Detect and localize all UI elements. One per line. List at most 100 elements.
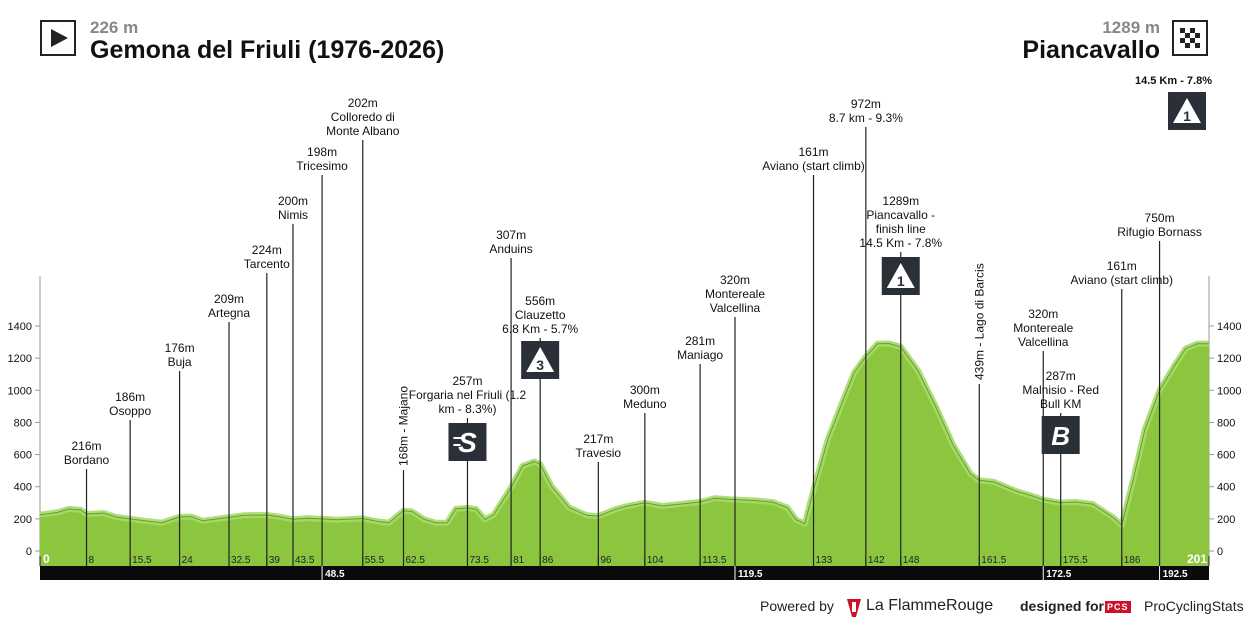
- secondary-tick-label: 172.5: [1046, 569, 1071, 580]
- distance-tick-label: 142: [868, 555, 885, 566]
- flammerouge-logo-icon: [847, 599, 861, 617]
- y-tick-label-left: 800: [14, 417, 32, 429]
- waypoint-label: 281m: [685, 334, 715, 348]
- climb-marker-S: [448, 423, 487, 461]
- distance-tick-label: 24: [182, 555, 194, 566]
- y-tick-label-left: 1200: [8, 353, 32, 365]
- waypoint-label: Valcellina: [710, 301, 761, 315]
- distance-tick-label: 86: [542, 555, 554, 566]
- waypoint-label: Malnisio - Red: [1022, 383, 1099, 397]
- waypoint-label: Buja: [168, 355, 192, 369]
- waypoint-label: Valcellina: [1018, 335, 1069, 349]
- start-flag-icon: [40, 20, 76, 56]
- distance-tick-label: 161.5: [981, 555, 1006, 566]
- footer-brand-lfr: La FlammeRouge: [866, 597, 993, 615]
- distance-bar: [40, 566, 1209, 580]
- waypoint-label: Forgaria nel Friuli (1.2: [409, 388, 527, 402]
- distance-tick-label: 0: [43, 552, 50, 566]
- waypoint-label: Clauzetto: [515, 308, 566, 322]
- powered-by-label: Powered by: [760, 598, 834, 614]
- waypoint-label: 972m: [851, 97, 881, 111]
- waypoint-label: Tricesimo: [296, 159, 348, 173]
- y-tick-label-right: 1000: [1217, 385, 1241, 397]
- waypoint-label: 750m: [1145, 211, 1175, 225]
- start-name: Gemona del Friuli (1976-2026): [90, 36, 445, 64]
- distance-tick-label: 96: [600, 555, 612, 566]
- waypoint-label: 200m: [278, 194, 308, 208]
- distance-tick-label: 55.5: [365, 555, 385, 566]
- waypoint-label: 176m: [165, 341, 195, 355]
- finish-name: Piancavallo: [1022, 36, 1160, 64]
- sprint-marker-icon: S: [458, 427, 477, 458]
- waypoint-label: 320m: [720, 273, 750, 287]
- waypoint-label: 202m: [348, 96, 378, 110]
- brand-pcs-text: ProCyclingStats: [1144, 598, 1244, 614]
- distance-tick-label: 43.5: [295, 555, 315, 566]
- waypoint-label: finish line: [876, 222, 926, 236]
- distance-tick-label: 186: [1124, 555, 1141, 566]
- waypoint-label: 186m: [115, 390, 145, 404]
- distance-tick-label: 148: [903, 555, 920, 566]
- y-tick-label-right: 1400: [1217, 321, 1241, 333]
- mountain-triangle-icon: [886, 263, 915, 288]
- profile-highlight: [39, 340, 1210, 529]
- waypoint-label: Maniago: [677, 348, 723, 362]
- brand-lfr-text: La FlammeRouge: [866, 597, 994, 614]
- mountain-triangle-icon: [526, 347, 555, 372]
- profile-area: [40, 343, 1209, 566]
- waypoint-label: 209m: [214, 292, 244, 306]
- waypoint-label: 287m: [1046, 369, 1076, 383]
- climb-category-label: 1: [897, 273, 905, 289]
- waypoint-label: 300m: [630, 383, 660, 397]
- distance-tick-label: 73.5: [469, 555, 489, 566]
- waypoint-label: 14.5 Km - 7.8%: [859, 236, 942, 250]
- waypoint-label: 320m: [1028, 307, 1058, 321]
- y-tick-label-right: 800: [1217, 417, 1235, 429]
- distance-tick-label: 113.5: [702, 555, 727, 566]
- waypoint-label: km - 8.3%): [438, 402, 496, 416]
- climb-category-label: 3: [536, 357, 544, 373]
- distance-tick-label: 133: [816, 555, 833, 566]
- waypoint-label: Montereale: [1013, 321, 1073, 335]
- y-tick-label-left: 600: [14, 450, 32, 462]
- distance-tick-label: 104: [647, 555, 664, 566]
- start-altitude: 226 m: [90, 18, 139, 37]
- waypoint-label: 307m: [496, 228, 526, 242]
- waypoint-label: Bordano: [64, 453, 110, 467]
- waypoint-label: Bull KM: [1040, 397, 1081, 411]
- finish-climb-label: 14.5 Km - 7.8%: [1134, 75, 1212, 87]
- mountain-triangle-icon: [1173, 98, 1201, 123]
- checkered-flag-icon: [1180, 28, 1200, 48]
- bonus-marker-icon: B: [1051, 421, 1070, 451]
- waypoint-label: Aviano (start climb): [1071, 273, 1173, 287]
- y-tick-label-right: 400: [1217, 482, 1235, 494]
- waypoint-label: Piancavallo -: [866, 208, 935, 222]
- vertical-waypoint-label: 439m - Lago di Barcis: [972, 263, 986, 380]
- y-tick-label-left: 0: [26, 546, 32, 558]
- y-tick-label-right: 0: [1217, 546, 1223, 558]
- secondary-tick-label: 48.5: [325, 569, 345, 580]
- distance-tick-label: 62.5: [405, 555, 425, 566]
- footer-designed-for: designed for: [1020, 598, 1104, 614]
- waypoint-label: 217m: [583, 432, 613, 446]
- waypoint-label: Aviano (start climb): [762, 159, 864, 173]
- y-tick-label-left: 200: [14, 514, 32, 526]
- footer-brand-pcs: ProCyclingStats: [1144, 598, 1244, 614]
- waypoint-label: 257m: [452, 374, 482, 388]
- designed-for-label: designed for: [1020, 598, 1105, 614]
- waypoint-label: Osoppo: [109, 404, 151, 418]
- distance-tick-label: 81: [513, 555, 525, 566]
- distance-tick-label: 175.5: [1063, 555, 1088, 566]
- waypoint-label: Monte Albano: [326, 124, 400, 138]
- y-tick-label-left: 1400: [8, 321, 32, 333]
- footer-powered-by: Powered by: [760, 598, 834, 614]
- waypoint-label: Montereale: [705, 287, 765, 301]
- waypoint-label: 198m: [307, 145, 337, 159]
- waypoint-label: Colloredo di: [331, 110, 395, 124]
- waypoint-label: 224m: [252, 243, 282, 257]
- y-tick-label-right: 1200: [1217, 353, 1241, 365]
- secondary-tick-label: 192.5: [1163, 569, 1188, 580]
- waypoint-label: Anduins: [489, 242, 532, 256]
- pcs-badge: PCS: [1105, 601, 1131, 613]
